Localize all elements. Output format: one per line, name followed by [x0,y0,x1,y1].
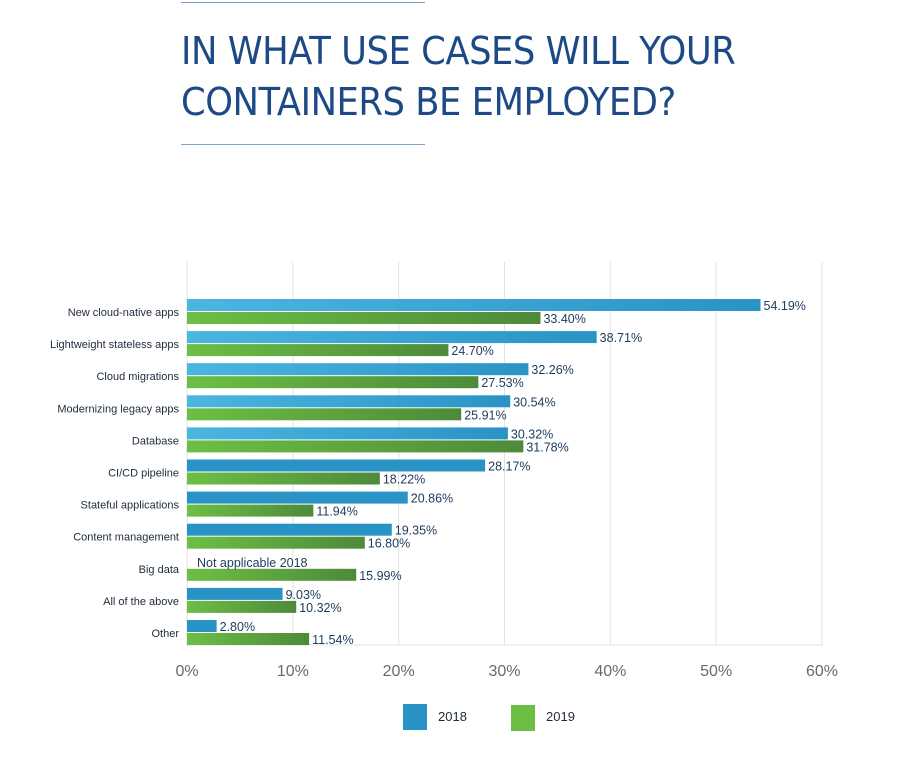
bar-2019 [187,633,310,645]
bar-2019 [187,472,380,485]
data-label-2018: 30.54% [513,395,555,409]
labels: 0% 10% 20% 30% 40% 50% 60% New cloud-native app… [50,299,838,680]
data-label-2018: 32.26% [531,363,573,377]
not-applicable-label: Not applicable 2018 [197,556,308,570]
title-line-2: CONTAINERS BE EMPLOYED? [181,80,676,124]
title-line-1: IN WHAT USE CASES WILL YOUR [181,29,736,73]
bar-2018 [187,427,508,440]
bar-2018 [187,299,761,311]
data-label-2019: 24.70% [451,344,493,358]
title-top-rule [181,2,425,3]
x-tick-label: 50% [700,663,732,680]
category-label: CI/CD pipeline [108,468,179,480]
bar-2018 [187,620,217,632]
bar-2019 [187,440,524,453]
category-label: New cloud-native apps [68,307,180,319]
legend-swatch-2018 [403,704,427,730]
category-label: Big data [139,564,180,576]
data-label-2018: 20.86% [411,492,453,506]
bar-2019 [187,536,365,549]
data-label-2018: 9.03% [286,588,321,602]
data-label-2018: 2.80% [220,620,255,634]
category-label: Content management [73,532,179,544]
bar-2018 [187,331,597,344]
data-label-2019: 11.54% [312,633,353,647]
bar-2019 [187,312,541,324]
legend-swatch-2019 [511,705,535,731]
page-title: IN WHAT USE CASES WILL YOUR CONTAINERS B… [181,26,832,128]
x-tick-label: 30% [488,663,520,680]
data-label-2019: 15.99% [359,569,401,583]
bar-2019 [187,408,462,421]
x-tick-label: 60% [806,663,838,680]
category-label: Cloud migrations [96,371,179,383]
x-tick-label: 20% [383,663,415,680]
bar-2018 [187,459,486,472]
bar-2018 [187,363,529,376]
category-label: Other [151,628,179,640]
data-label-2018: 28.17% [488,460,530,474]
category-label: All of the above [103,596,179,608]
data-label-2019: 31.78% [526,440,568,454]
data-label-2018: 19.35% [395,524,437,538]
data-label-2019: 10.32% [299,601,341,615]
bar-2019 [187,376,479,389]
x-tick-label: 10% [277,663,309,680]
bar-2018 [187,395,511,408]
bar-2018 [187,523,392,536]
data-label-2018: 54.19% [764,299,806,313]
data-label-2019: 18.22% [383,473,425,487]
bars [187,299,761,645]
data-label-2018: 30.32% [511,427,553,441]
legend-label-2018: 2018 [438,709,467,724]
category-label: Lightweight stateless apps [50,339,180,351]
bar-2019 [187,600,297,613]
data-label-2018: 38.71% [600,331,642,345]
x-tick-label: 0% [175,663,198,680]
data-label-2019: 27.53% [481,376,523,390]
category-label: Database [132,435,179,447]
bar-2019 [187,344,449,357]
bar-2019 [187,504,314,517]
bar-2019 [187,568,357,581]
category-label: Modernizing legacy apps [57,403,179,415]
data-label-2019: 11.94% [316,505,357,519]
title-bottom-rule [181,144,425,145]
bar-2018 [187,491,408,504]
category-label: Stateful applications [81,500,180,512]
legend-label-2019: 2019 [546,709,575,724]
bar-2018 [187,587,283,600]
data-label-2019: 33.40% [543,312,585,326]
x-tick-label: 40% [594,663,626,680]
data-label-2019: 25.91% [464,408,506,422]
data-label-2019: 16.80% [368,537,410,551]
